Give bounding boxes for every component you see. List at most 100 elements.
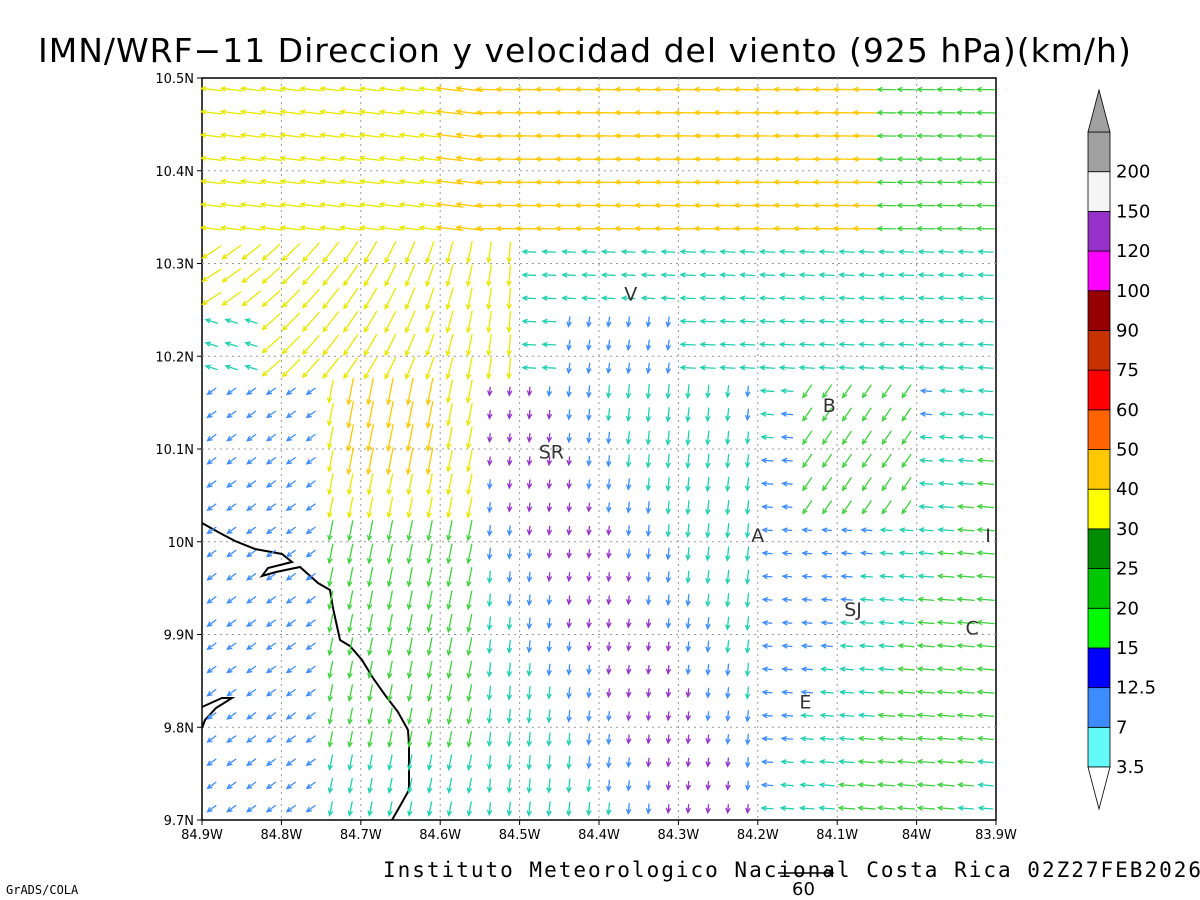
wind-vector-head xyxy=(975,202,982,209)
wind-vector xyxy=(916,179,936,186)
wind-vector-head xyxy=(526,506,533,513)
wind-vector-head xyxy=(877,295,885,301)
wind-vector-shaft xyxy=(306,619,316,627)
wind-vector-head xyxy=(435,178,442,184)
wind-vector xyxy=(876,805,896,811)
wind-vector xyxy=(937,527,954,533)
wind-vector-head xyxy=(426,603,432,611)
wind-vector-head xyxy=(305,482,312,488)
wind-vector xyxy=(878,643,895,649)
wind-vector-head xyxy=(506,670,513,678)
wind-vector xyxy=(822,430,833,446)
wind-vector-head xyxy=(752,86,760,93)
wind-vector-head xyxy=(387,695,393,703)
wind-vector xyxy=(857,735,875,742)
colorbar-level-label: 120 xyxy=(1116,241,1150,262)
footer-credit: Instituto Meteorologico Nacional Costa R… xyxy=(383,858,1200,882)
wind-vector xyxy=(725,640,731,654)
wind-vector-shaft xyxy=(667,430,670,445)
wind-vector xyxy=(822,384,833,399)
wind-vector-shaft xyxy=(201,134,223,138)
wind-vector xyxy=(838,759,855,765)
wind-vector-head xyxy=(486,600,493,608)
wind-vector xyxy=(957,295,974,301)
wind-vector-head xyxy=(367,649,373,657)
wind-vector-head xyxy=(566,575,572,583)
wind-vector xyxy=(877,666,895,672)
wind-vector xyxy=(486,524,493,537)
wind-vector xyxy=(206,804,217,813)
wind-vector xyxy=(566,549,572,560)
wind-vector-shaft xyxy=(937,737,955,741)
wind-vector-head xyxy=(574,86,581,93)
wind-vector xyxy=(858,248,875,255)
wind-vector-shaft xyxy=(840,691,854,694)
wind-vector xyxy=(798,318,815,325)
wind-vector-shaft xyxy=(306,735,316,743)
wind-vector xyxy=(327,449,334,473)
wind-vector-shaft xyxy=(508,662,511,676)
wind-vector-head xyxy=(265,737,273,743)
wind-vector-head xyxy=(566,321,572,328)
wind-vector xyxy=(526,686,533,701)
wind-vector xyxy=(347,637,354,657)
wind-vector xyxy=(955,225,976,232)
wind-vector xyxy=(640,249,656,255)
wind-vector-head xyxy=(407,741,413,748)
wind-vector-head xyxy=(877,735,884,742)
wind-vector-shaft xyxy=(245,318,258,324)
wind-vector-head xyxy=(705,392,711,399)
wind-vector xyxy=(506,334,512,357)
wind-vector xyxy=(201,291,222,306)
wind-vector-head xyxy=(613,109,621,116)
wind-vector xyxy=(526,778,532,794)
wind-vector-head xyxy=(645,321,652,328)
wind-vector-head xyxy=(725,532,731,539)
wind-vector-shaft xyxy=(343,287,359,309)
wind-vector-shaft xyxy=(781,389,794,393)
wind-vector-head xyxy=(876,805,884,811)
wind-vector-shaft xyxy=(405,333,416,356)
wind-vector-head xyxy=(685,714,692,722)
wind-vector-head xyxy=(858,341,865,348)
wind-vector xyxy=(861,476,872,492)
wind-vector-shaft xyxy=(860,621,874,625)
wind-vector-head xyxy=(405,257,411,264)
wind-vector-head xyxy=(732,179,740,185)
wind-vector-shaft xyxy=(367,377,374,405)
wind-vector-head xyxy=(246,528,253,535)
wind-vector-head xyxy=(840,550,847,557)
wind-vector xyxy=(876,109,896,116)
wind-vector-head xyxy=(566,622,572,629)
wind-vector-head xyxy=(878,573,886,580)
wind-vector-head xyxy=(801,550,808,557)
wind-vector-head xyxy=(199,178,207,185)
wind-vector-head xyxy=(418,86,425,92)
wind-vector-head xyxy=(246,644,253,651)
wind-vector-head xyxy=(858,295,865,301)
wind-vector xyxy=(744,710,751,723)
wind-vector xyxy=(685,804,692,815)
wind-vector xyxy=(204,318,219,324)
wind-vector-head xyxy=(327,534,333,542)
wind-vector xyxy=(665,500,672,515)
wind-vector-head xyxy=(645,668,652,675)
wind-vector-shaft xyxy=(627,478,630,490)
wind-vector-head xyxy=(606,622,612,629)
wind-vector-head xyxy=(305,714,312,720)
wind-vector-shaft xyxy=(328,660,334,678)
wind-vector-head xyxy=(896,156,903,162)
wind-vector-head xyxy=(713,225,720,232)
wind-vector xyxy=(881,430,892,446)
wind-vector xyxy=(896,225,916,232)
x-tick-label: 84.5W xyxy=(499,828,541,843)
wind-vector-shaft xyxy=(306,596,316,604)
wind-vector-shaft xyxy=(408,660,413,678)
wind-vector xyxy=(259,109,283,115)
wind-vector-shaft xyxy=(207,665,217,673)
wind-vector xyxy=(387,684,393,703)
wind-vector-shaft xyxy=(937,760,955,764)
wind-vector xyxy=(881,407,892,422)
wind-vector-head xyxy=(633,156,641,162)
wind-vector-shaft xyxy=(740,366,756,369)
